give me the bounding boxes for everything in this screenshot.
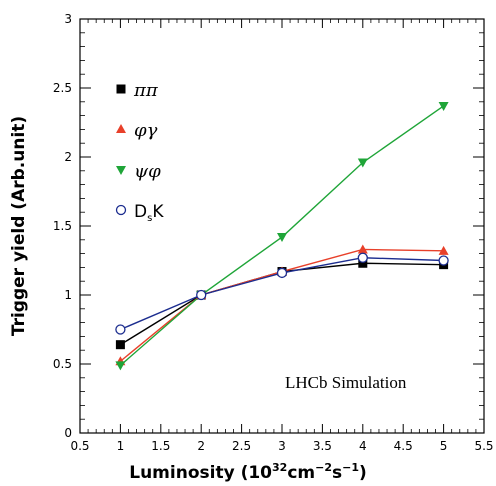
x-tick-label: 5.5 — [474, 439, 493, 453]
data-point-ds-k — [357, 252, 368, 263]
x-tick-label: 1.5 — [151, 439, 170, 453]
x-tick-label: 2 — [197, 439, 205, 453]
data-point-pi-pi — [358, 258, 368, 268]
x-axis-title-part2: cm — [287, 463, 315, 483]
data-point-ds-k — [438, 255, 449, 266]
x-tick-label: 3 — [278, 439, 286, 453]
x-axis-title-exp2: −2 — [315, 461, 332, 474]
tick-marks — [79, 18, 485, 434]
data-point-ds-k — [115, 324, 126, 335]
y-tick-label: 1.5 — [53, 219, 72, 233]
data-point-phi-gamma — [438, 245, 449, 255]
data-point-psi-phi — [115, 361, 126, 371]
x-tick-label: 0.5 — [70, 439, 89, 453]
legend-label-phi-gamma: φγ — [134, 120, 158, 141]
legend-marker-phi-gamma — [116, 124, 126, 133]
x-axis-title-exp1: 32 — [272, 461, 287, 474]
legend-label-ds-k: DsK — [134, 202, 164, 224]
y-tick-label: 2.5 — [53, 81, 72, 95]
data-point-psi-phi — [357, 158, 368, 168]
tick-labels: 0.5 1 1.5 2 2.5 3 3.5 4 4.5 5 5.500.511.522.53 — [53, 12, 494, 453]
x-axis-title-part3: s — [332, 463, 342, 483]
data-point-ds-k — [276, 267, 288, 279]
legend-label-psi-phi: ψφ — [134, 161, 161, 182]
x-tick-label: 3.5 — [313, 439, 332, 453]
y-tick-label: 3 — [64, 12, 72, 26]
legend-marker-ds-k — [115, 204, 127, 216]
legend-marker-pi-pi — [116, 84, 126, 94]
x-tick-label: 1 — [117, 439, 125, 453]
series-lines — [115, 101, 449, 371]
x-tick-label: 4.5 — [394, 439, 413, 453]
data-point-phi-gamma — [357, 244, 368, 254]
x-axis-title: Luminosity (1032cm−2s−1) — [129, 461, 367, 483]
x-axis-title-exp3: −1 — [342, 461, 359, 474]
x-tick-label: 5 — [440, 439, 448, 453]
data-point-psi-phi — [438, 101, 449, 111]
x-tick-label: 2.5 — [232, 439, 251, 453]
data-point-psi-phi — [277, 233, 287, 243]
lhcb-simulation-annotation: LHCb Simulation — [285, 373, 407, 392]
y-tick-label: 0 — [64, 426, 72, 440]
y-axis-title: Trigger yield (Arb.unit) — [9, 116, 29, 336]
y-tick-label: 1 — [64, 288, 72, 302]
x-axis-title-part4: ) — [359, 463, 367, 483]
x-tick-label: 4 — [359, 439, 367, 453]
series-line-phi-gamma — [119, 248, 444, 362]
y-tick-label: 2 — [64, 150, 72, 164]
data-point-pi-pi — [115, 340, 125, 350]
data-point-ds-k — [196, 289, 207, 301]
x-axis-title-part1: Luminosity (10 — [129, 463, 272, 483]
legend-label-pi-pi: ππ — [133, 80, 159, 101]
legend: ππ φγ ψφ DsK — [115, 80, 164, 224]
legend-marker-psi-phi — [116, 166, 126, 175]
y-tick-label: 0.5 — [53, 357, 72, 371]
